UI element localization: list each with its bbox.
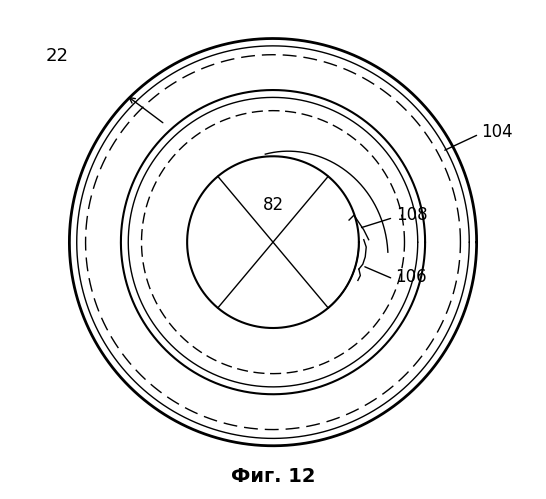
Text: 106: 106	[395, 268, 426, 286]
Text: Фиг. 12: Фиг. 12	[231, 467, 315, 486]
Text: 108: 108	[396, 206, 428, 224]
Text: 82: 82	[263, 196, 283, 215]
Text: 104: 104	[482, 123, 513, 141]
Text: 22: 22	[46, 47, 69, 65]
